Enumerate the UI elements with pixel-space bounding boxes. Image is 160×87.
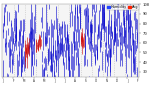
Legend: Humidity, Avg: Humidity, Avg [107,5,139,10]
